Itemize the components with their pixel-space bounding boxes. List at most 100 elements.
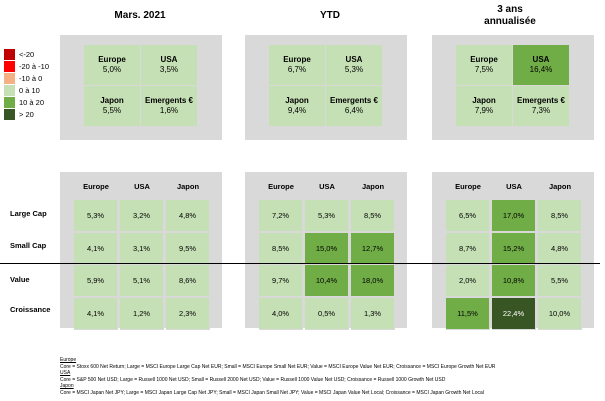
legend-item: 10 à 20 <box>4 96 49 108</box>
region-cell: USA 16,4% <box>513 45 569 85</box>
header-3-ans: 3 ans annualisée <box>484 4 536 27</box>
region-label: Japon <box>100 96 124 105</box>
region-label: Japon <box>285 96 309 105</box>
style-cell: 8,5% <box>538 200 582 232</box>
region-value: 9,4% <box>287 106 307 115</box>
region-value: 7,9% <box>474 106 494 115</box>
style-cell: 1,2% <box>120 297 164 330</box>
region-label: Emergents € <box>329 96 379 105</box>
style-cell: 4,8% <box>166 200 210 232</box>
region-cell: Japon 5,5% <box>84 86 140 126</box>
style-cell: 5,1% <box>120 265 164 297</box>
region-value: 5,3% <box>344 65 364 74</box>
style-cell: 10,0% <box>538 297 582 330</box>
style-panel: Europe USA Japon 6,5% 17,0% 8,5% 8,7% 15,2% 4,8%… <box>432 172 594 330</box>
legend-item: -20 à -10 <box>4 60 49 72</box>
style-cell: 5,3% <box>74 200 118 232</box>
region-panel: Europe 5,0% USA 3,5% Japon 5,5% Emergents €1,6… <box>60 35 222 140</box>
style-cell: 5,5% <box>538 265 582 297</box>
header-mars-2021: Mars. 2021 <box>114 10 166 21</box>
legend-label: -10 à 0 <box>19 73 43 83</box>
style-cell: 11,5% <box>446 297 490 330</box>
style-cell: 8,5% <box>259 232 303 265</box>
legend-item: -10 à 0 <box>4 72 49 84</box>
region-value: 16,4% <box>529 65 553 74</box>
region-value: 3,5% <box>159 65 179 74</box>
style-cell: 4,8% <box>538 232 582 265</box>
legend-label: 10 à 20 <box>19 97 45 107</box>
legend-swatch <box>4 84 15 96</box>
style-cell: 15,0% <box>305 232 349 265</box>
row-label-croissance: Croissance <box>10 305 51 314</box>
style-cell: 12,7% <box>351 232 395 265</box>
style-cell: 5,9% <box>74 265 118 297</box>
region-value: 5,0% <box>102 65 122 74</box>
region-label: USA <box>532 55 550 64</box>
style-cell: 8,5% <box>351 200 395 232</box>
style-cell: 9,7% <box>259 265 303 297</box>
region-cell: Emergents €1,6% <box>141 86 197 126</box>
style-cell: 5,3% <box>305 200 349 232</box>
region-value: 5,5% <box>102 106 122 115</box>
legend-swatch <box>4 60 15 72</box>
footnote: Europe Core = Stoxx 600 Net Return; Large… <box>60 357 600 396</box>
region-cell: Europe 5,0% <box>84 45 140 85</box>
style-panel: Europe USA Japon 7,2% 5,3% 8,5% 8,5% 15,0% 12,7%… <box>245 172 407 330</box>
region-panel: Europe 6,7% USA 5,3% Japon 9,4% Emergents €6,4… <box>245 35 407 140</box>
style-cell: 1,3% <box>351 297 395 330</box>
column-header: USA <box>319 182 335 191</box>
legend-label: -20 à -10 <box>19 61 50 71</box>
region-cell: USA 5,3% <box>326 45 382 85</box>
region-label: Emergents € <box>144 96 194 105</box>
region-cell: Japon 7,9% <box>456 86 512 126</box>
row-label-large-cap: Large Cap <box>10 209 47 218</box>
legend-item: > 20 <box>4 108 49 120</box>
footnote-line: Core = MSCI Japan Net JPY; Large = MSCI … <box>60 389 484 396</box>
style-cell: 10,8% <box>492 265 536 297</box>
column-header: Japon <box>361 182 385 191</box>
column-header: USA <box>506 182 522 191</box>
style-cell: 4,1% <box>74 297 118 330</box>
region-value: 1,6% <box>159 106 179 115</box>
region-panel: Europe 7,5% USA 16,4% Japon 7,9% Emergents €7,… <box>432 35 594 140</box>
style-cell: 4,1% <box>74 232 118 265</box>
region-label: Europe <box>283 55 311 64</box>
footnote-heading: Europe <box>60 357 77 363</box>
legend: <-20 -20 à -10 -10 à 0 0 à 10 10 à 20 > 20 <box>4 48 49 120</box>
footnote-heading: Japon <box>60 383 74 389</box>
region-cell: Europe 7,5% <box>456 45 512 85</box>
legend-label: > 20 <box>19 109 34 119</box>
region-cell: USA 3,5% <box>141 45 197 85</box>
legend-label: 0 à 10 <box>19 85 40 95</box>
legend-item: <-20 <box>4 48 49 60</box>
region-label: Emergents € <box>516 96 566 105</box>
column-header: Europe <box>455 182 481 191</box>
region-label: Japon <box>472 96 496 105</box>
region-label: USA <box>345 55 363 64</box>
style-panel: Europe USA Japon 5,3% 3,2% 4,8% 4,1% 3,1% 9,5% 5,… <box>60 172 222 330</box>
region-cell: Emergents €6,4% <box>326 86 382 126</box>
legend-swatch <box>4 48 15 60</box>
style-cell: 15,2% <box>492 232 536 265</box>
style-cell: 18,0% <box>351 265 395 297</box>
style-cell: 2,3% <box>166 297 210 330</box>
style-cell: 0,5% <box>305 297 349 330</box>
footnote-heading: USA <box>60 370 71 376</box>
legend-label: <-20 <box>19 49 35 59</box>
style-cell: 2,0% <box>446 265 490 297</box>
region-value: 7,3% <box>531 106 551 115</box>
legend-swatch <box>4 72 15 84</box>
style-cell: 7,2% <box>259 200 303 232</box>
legend-swatch <box>4 96 15 108</box>
style-cell: 3,1% <box>120 232 164 265</box>
footnote-line: Core = Stoxx 600 Net Return; Large = MSC… <box>60 363 496 370</box>
region-value: 7,5% <box>474 65 494 74</box>
separator-line <box>0 263 600 264</box>
region-value: 6,4% <box>344 106 364 115</box>
region-cell: Emergents €7,3% <box>513 86 569 126</box>
legend-item: 0 à 10 <box>4 84 49 96</box>
style-cell: 3,2% <box>120 200 164 232</box>
style-cell: 8,6% <box>166 265 210 297</box>
region-value: 6,7% <box>287 65 307 74</box>
region-cell: Japon 9,4% <box>269 86 325 126</box>
